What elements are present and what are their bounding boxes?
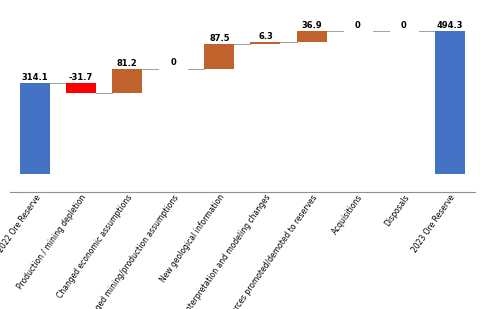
Bar xyxy=(297,31,326,42)
Text: 0: 0 xyxy=(401,21,407,30)
Bar xyxy=(435,31,465,174)
Bar xyxy=(204,44,234,69)
Bar xyxy=(66,83,96,93)
Bar xyxy=(112,69,142,93)
Bar xyxy=(251,42,280,44)
Text: -31.7: -31.7 xyxy=(69,73,93,82)
Text: 87.5: 87.5 xyxy=(209,34,229,43)
Text: 6.3: 6.3 xyxy=(258,32,273,41)
Text: 494.3: 494.3 xyxy=(437,21,463,30)
Bar xyxy=(20,83,50,174)
Text: 81.2: 81.2 xyxy=(117,59,138,68)
Text: 314.1: 314.1 xyxy=(22,73,48,82)
Text: 0: 0 xyxy=(170,58,176,67)
Text: 0: 0 xyxy=(355,21,360,30)
Text: 36.9: 36.9 xyxy=(301,21,322,30)
